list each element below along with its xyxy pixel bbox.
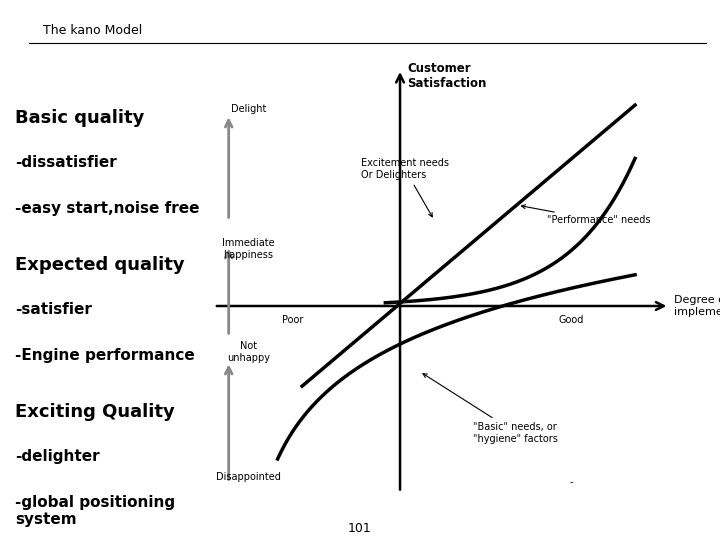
Text: Not
unhappy: Not unhappy bbox=[227, 341, 270, 363]
Text: Disappointed: Disappointed bbox=[216, 472, 281, 482]
Text: Expected quality: Expected quality bbox=[15, 256, 184, 274]
Text: Good: Good bbox=[559, 315, 584, 325]
Text: "Basic" needs, or
"hygiene" factors: "Basic" needs, or "hygiene" factors bbox=[423, 374, 558, 443]
Text: -delighter: -delighter bbox=[15, 449, 99, 464]
Text: Excitement needs
Or Delighters: Excitement needs Or Delighters bbox=[361, 158, 449, 217]
Text: Delight: Delight bbox=[230, 104, 266, 114]
Text: -satisfier: -satisfier bbox=[15, 302, 92, 317]
Text: -Engine performance: -Engine performance bbox=[15, 348, 194, 363]
Text: Immediate
happiness: Immediate happiness bbox=[222, 238, 274, 260]
Text: -: - bbox=[570, 477, 573, 488]
Text: Degree of
implementation: Degree of implementation bbox=[674, 295, 720, 317]
Text: Poor: Poor bbox=[282, 315, 303, 325]
Text: -global positioning
system: -global positioning system bbox=[15, 495, 175, 527]
Text: -dissatisfier: -dissatisfier bbox=[15, 155, 117, 170]
Text: Customer
Satisfaction: Customer Satisfaction bbox=[408, 62, 487, 90]
Text: 101: 101 bbox=[348, 522, 372, 535]
Text: -easy start,noise free: -easy start,noise free bbox=[15, 201, 199, 216]
Text: The kano Model: The kano Model bbox=[43, 24, 143, 37]
Text: Basic quality: Basic quality bbox=[15, 109, 144, 127]
Text: "Performance" needs: "Performance" needs bbox=[521, 205, 650, 225]
Text: Exciting Quality: Exciting Quality bbox=[15, 403, 175, 421]
